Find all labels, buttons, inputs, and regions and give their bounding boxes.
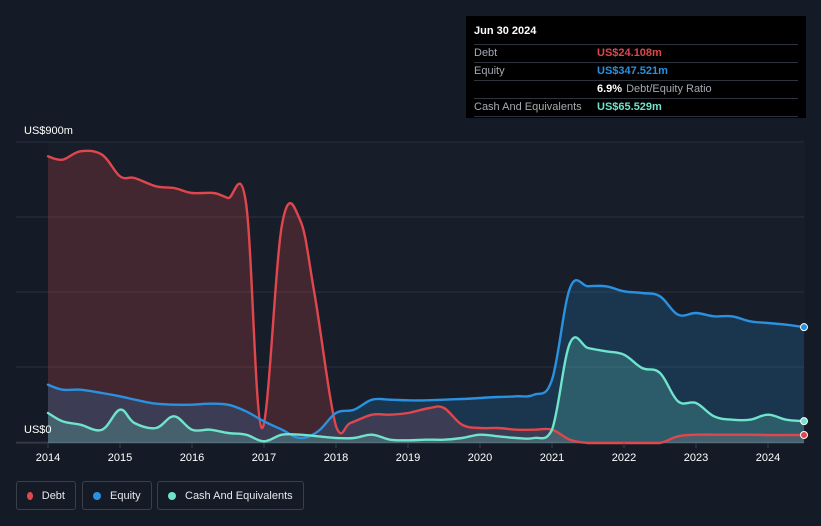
tooltip-label bbox=[474, 81, 597, 98]
series-endpoints bbox=[800, 323, 808, 439]
x-tick-label: 2020 bbox=[468, 452, 492, 464]
x-tick-label: 2014 bbox=[36, 452, 60, 464]
tooltip-label: Debt bbox=[474, 47, 498, 59]
x-tick-label: 2015 bbox=[108, 452, 132, 464]
grid-lines bbox=[16, 141, 804, 444]
debt-endpoint bbox=[800, 430, 808, 439]
cash-and-equivalents-endpoint bbox=[800, 417, 808, 426]
x-axis-ticks: 2014 2015 2016 2017 2018 2019 2020 2021 2022 2023… bbox=[36, 443, 780, 464]
cash-and-equivalents-line bbox=[46, 336, 806, 443]
legend-item-cash[interactable]: Cash And Equivalents bbox=[157, 481, 304, 510]
debt-area bbox=[48, 150, 804, 443]
tooltip-ratio-suffix: Debt/Equity Ratio bbox=[626, 83, 712, 95]
x-tick-label: 2023 bbox=[684, 452, 708, 464]
tooltip-value-debt: US$24.108m bbox=[597, 47, 662, 59]
tooltip-value-cash: US$65.529m bbox=[597, 101, 662, 113]
y-axis-max-label: US$900m bbox=[24, 125, 73, 137]
tooltip-label: Cash And Equivalents bbox=[474, 101, 582, 113]
tooltip-row-ratio: 6.9% Debt/Equity Ratio bbox=[474, 81, 798, 99]
legend-item-equity[interactable]: Equity bbox=[82, 481, 152, 510]
equity-area bbox=[48, 280, 804, 443]
equity-endpoint bbox=[800, 323, 808, 332]
x-tick-label: 2021 bbox=[540, 452, 564, 464]
plot-highlight-band bbox=[48, 143, 805, 443]
legend-label-equity: Equity bbox=[110, 489, 141, 502]
x-tick-label: 2019 bbox=[396, 452, 420, 464]
series-areas bbox=[48, 150, 804, 443]
legend-item-debt[interactable]: Debt bbox=[16, 481, 76, 510]
x-tick-label: 2017 bbox=[252, 452, 276, 464]
tooltip-value-equity: US$347.521m bbox=[597, 65, 668, 77]
y-axis-min-label: US$0 bbox=[24, 424, 52, 436]
legend-label-debt: Debt bbox=[41, 489, 65, 502]
legend-dot-cash bbox=[168, 491, 176, 500]
tooltip-row-cash: Cash And Equivalents US$65.529m bbox=[474, 99, 798, 117]
series-lines bbox=[46, 149, 806, 445]
equity-line bbox=[46, 278, 806, 440]
legend-dot-equity bbox=[93, 491, 101, 500]
legend-label-cash: Cash And Equivalents bbox=[185, 489, 293, 502]
legend-dot-debt bbox=[27, 491, 33, 500]
x-tick-label: 2022 bbox=[612, 452, 636, 464]
x-tick-label: 2018 bbox=[324, 452, 348, 464]
x-tick-label: 2016 bbox=[180, 452, 204, 464]
debt-line bbox=[46, 149, 806, 445]
tooltip-value-ratio: 6.9% bbox=[597, 83, 623, 95]
data-tooltip: Jun 30 2024 Debt US$24.108m Equity US$34… bbox=[466, 16, 806, 118]
tooltip-date: Jun 30 2024 bbox=[474, 22, 798, 45]
tooltip-row-debt: Debt US$24.108m bbox=[474, 45, 798, 63]
tooltip-label: Equity bbox=[474, 65, 505, 77]
tooltip-row-equity: Equity US$347.521m bbox=[474, 63, 798, 81]
x-tick-label: 2024 bbox=[756, 452, 780, 464]
cash-and-equivalents-area bbox=[48, 337, 804, 443]
